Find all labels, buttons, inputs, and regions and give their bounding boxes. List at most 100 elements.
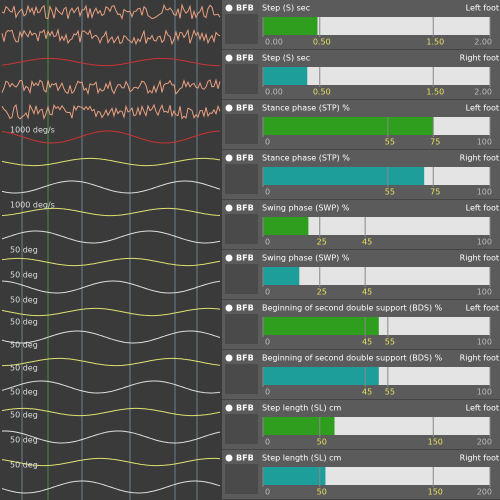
bar xyxy=(263,367,379,385)
bar xyxy=(263,267,300,285)
toggle[interactable] xyxy=(225,254,233,262)
waveform xyxy=(1,57,220,67)
row-label: Swing phase (SWP) % xyxy=(262,204,350,213)
value-display xyxy=(225,64,258,94)
toggle[interactable] xyxy=(225,354,233,362)
row-label: Step length (SL) cm xyxy=(262,404,342,413)
toggle[interactable] xyxy=(225,54,233,62)
toggle[interactable] xyxy=(225,204,233,212)
value-display xyxy=(225,114,258,144)
tick-label: 0 xyxy=(265,238,270,247)
toggle[interactable] xyxy=(225,304,233,312)
waveform xyxy=(1,207,221,217)
tick-label: 45 xyxy=(362,388,372,397)
tick-label: 50 xyxy=(317,488,327,497)
tick-label: 75 xyxy=(430,188,440,197)
side-label: Right foot xyxy=(460,354,499,363)
waveform xyxy=(1,480,221,494)
tick-label: 55 xyxy=(385,138,395,147)
tick-label: 25 xyxy=(317,288,327,297)
tick-label: 0 xyxy=(265,338,270,347)
badge: BFB xyxy=(236,454,254,463)
tick-label: 45 xyxy=(362,238,372,247)
tick-label: 0.00 xyxy=(265,38,283,47)
badge: BFB xyxy=(236,354,254,363)
tick-label: 45 xyxy=(362,338,372,347)
row-label: Step (S) sec xyxy=(262,4,310,13)
value-display xyxy=(225,364,258,394)
bar xyxy=(263,67,308,85)
tick-label: 0 xyxy=(265,188,270,197)
badge: BFB xyxy=(236,104,254,113)
value-display xyxy=(225,214,258,244)
grid-lines xyxy=(21,0,198,500)
bar xyxy=(263,217,309,235)
waveform xyxy=(1,407,221,417)
tick-label: 0.00 xyxy=(265,88,283,97)
badge: BFB xyxy=(236,254,254,263)
side-label: Left foot xyxy=(466,104,499,113)
bar xyxy=(263,17,318,35)
value-display xyxy=(225,164,258,194)
tick-label: 100 xyxy=(477,188,492,197)
bar xyxy=(263,167,425,185)
side-label: Left foot xyxy=(466,304,499,313)
waveform xyxy=(1,103,221,120)
row-label: Beginning of second double support (BDS)… xyxy=(262,354,443,363)
toggle[interactable] xyxy=(225,454,233,462)
toggle[interactable] xyxy=(225,404,233,412)
side-label: Right foot xyxy=(460,254,499,263)
tick-label: 100 xyxy=(477,138,492,147)
value-display xyxy=(225,264,258,294)
waveform xyxy=(2,357,221,367)
value-display xyxy=(225,414,258,444)
tick-label: 1.50 xyxy=(426,88,444,97)
toggle[interactable] xyxy=(225,154,233,162)
waveform xyxy=(1,180,221,194)
toggle[interactable] xyxy=(225,104,233,112)
badge: BFB xyxy=(236,304,254,313)
toggle[interactable] xyxy=(225,4,233,12)
lane-label: 50 deg xyxy=(10,388,38,397)
lane-label: 50 deg xyxy=(10,296,38,305)
waveform xyxy=(1,430,221,444)
lane-label: 50 deg xyxy=(10,246,38,255)
row-label: Swing phase (SWP) % xyxy=(262,254,350,263)
side-label: Left foot xyxy=(466,404,499,413)
tick-label: 0 xyxy=(265,288,270,297)
tick-label: 0.50 xyxy=(313,38,331,47)
waveform xyxy=(1,280,221,294)
waveform xyxy=(1,257,221,267)
tick-label: 200 xyxy=(477,488,492,497)
tick-label: 200 xyxy=(477,438,492,447)
row-label: Step length (SL) cm xyxy=(262,454,342,463)
row-label: Step (S) sec xyxy=(262,54,310,63)
lane-label: 50 deg xyxy=(10,341,38,350)
tick-label: 55 xyxy=(385,388,395,397)
tick-label: 2.00 xyxy=(474,88,492,97)
tick-label: 55 xyxy=(385,188,395,197)
waveform xyxy=(1,457,221,467)
lane-label: 1000 deg/s xyxy=(10,201,55,210)
side-label: Left foot xyxy=(466,4,499,13)
badge: BFB xyxy=(236,4,254,13)
bar xyxy=(263,117,434,135)
side-label: Right foot xyxy=(460,454,499,463)
lane-label: 50 deg xyxy=(10,436,38,445)
tick-label: 1.50 xyxy=(426,38,444,47)
tick-label: 0 xyxy=(265,388,270,397)
waveform xyxy=(1,157,221,167)
row-label: Stance phase (STP) % xyxy=(262,104,350,113)
lane-label: 50 deg xyxy=(10,271,38,280)
lane-label: 50 deg xyxy=(10,364,38,373)
waveform xyxy=(1,380,221,394)
tick-label: 2.00 xyxy=(474,38,492,47)
tick-label: 75 xyxy=(430,138,440,147)
lane-label: 1000 deg/s xyxy=(10,126,55,135)
badge: BFB xyxy=(236,404,254,413)
tick-label: 45 xyxy=(362,288,372,297)
waveform xyxy=(1,330,221,344)
tick-label: 150 xyxy=(428,488,443,497)
bar xyxy=(263,467,326,485)
value-display xyxy=(225,464,258,494)
